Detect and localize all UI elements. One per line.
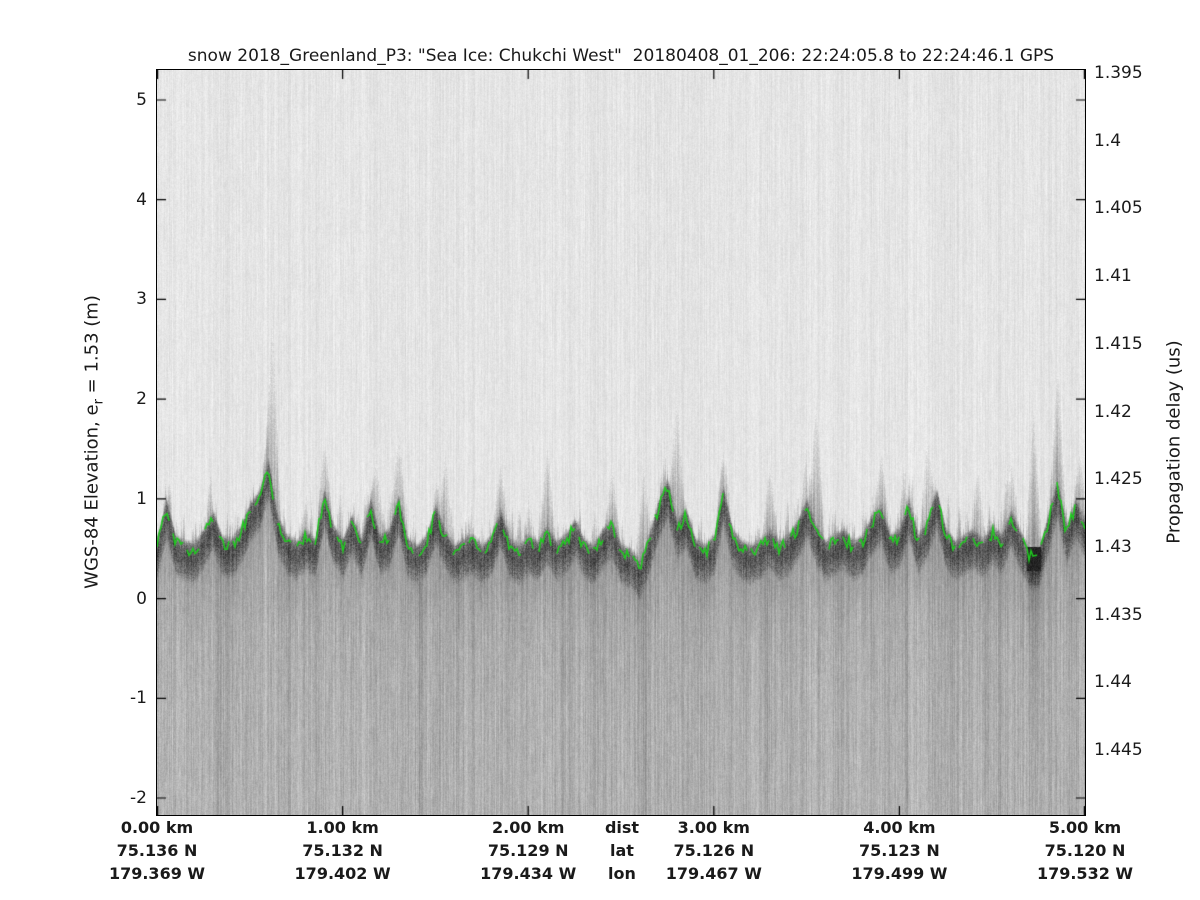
elevation-tick-label: -2 — [130, 787, 147, 808]
delay-tick-label: 1.42 — [1094, 401, 1132, 422]
left-axis-label-prefix: WGS-84 Elevation, e — [81, 404, 103, 589]
elevation-tick-label: 0 — [136, 588, 147, 609]
elevation-tick-label: 1 — [136, 488, 147, 509]
delay-tick-label: 1.445 — [1094, 740, 1143, 760]
delay-tick-label: 1.4 — [1094, 130, 1122, 151]
x-tick-label-group: 2.00 km 75.129 N 179.434 W — [480, 818, 577, 883]
left-axis-label: WGS-84 Elevation, er = 1.53 (m) — [82, 295, 107, 589]
x-tick-label-group: 0.00 km 75.136 N 179.369 W — [108, 818, 206, 883]
elevation-tick-label: 2 — [136, 389, 147, 410]
delay-tick-label: 1.425 — [1094, 469, 1143, 490]
delay-tick-label: 1.405 — [1094, 198, 1143, 219]
x-axis-row-headers: dist lat lon — [604, 818, 640, 883]
delay-tick-label: 1.415 — [1094, 333, 1143, 354]
x-tick-label-group: 4.00 km 75.123 N 179.499 W — [851, 818, 948, 883]
left-axis-label-suffix: = 1.53 (m) — [81, 295, 103, 400]
figure-title: snow 2018_Greenland_P3: "Sea Ice: Chukch… — [187, 46, 1055, 66]
elevation-tick-label: 3 — [136, 289, 147, 310]
x-tick-label-group: 1.00 km 75.132 N 179.402 W — [294, 818, 391, 883]
radar-echogram-canvas — [157, 70, 1085, 815]
delay-tick-label: 1.395 — [1094, 63, 1143, 83]
elevation-tick-label: 5 — [136, 90, 147, 110]
x-tick-label-group: 5.00 km 75.120 N 179.532 W — [1036, 818, 1134, 883]
elevation-tick-label: 4 — [136, 189, 147, 210]
delay-tick-label: 1.44 — [1094, 672, 1132, 693]
elevation-tick-label: -1 — [130, 688, 147, 709]
delay-tick-label: 1.41 — [1094, 266, 1132, 287]
delay-tick-label: 1.43 — [1094, 536, 1132, 557]
plot-area — [156, 69, 1086, 816]
x-tick-label-group: 3.00 km 75.126 N 179.467 W — [665, 818, 762, 883]
right-axis-label: Propagation delay (us) — [1163, 340, 1185, 544]
delay-tick-label: 1.435 — [1094, 604, 1143, 625]
